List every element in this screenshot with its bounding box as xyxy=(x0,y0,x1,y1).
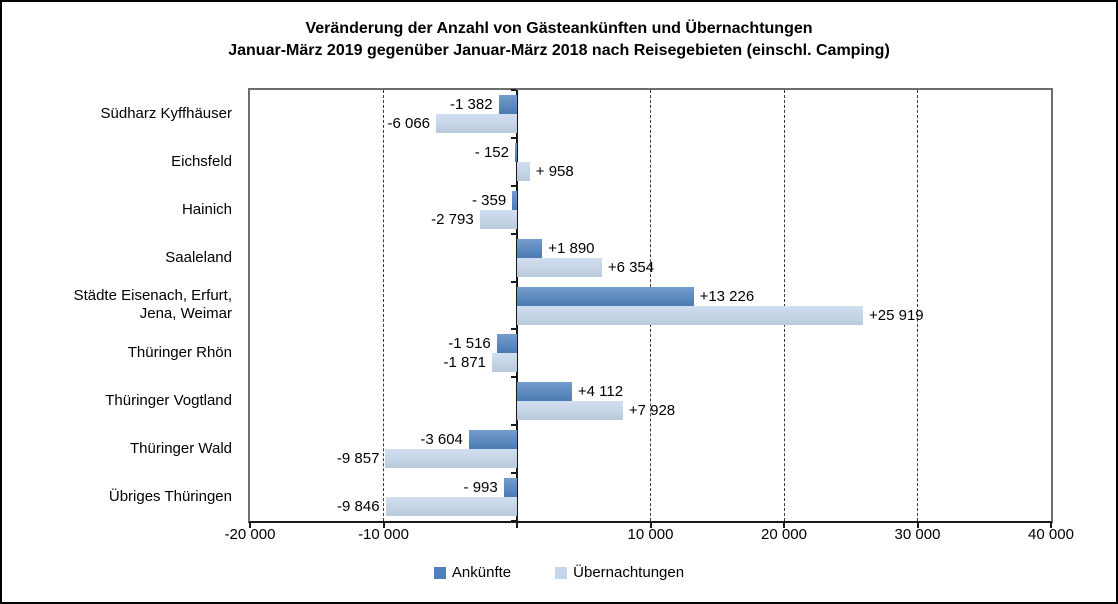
chart-title-line2: Januar-März 2019 gegenüber Januar-März 2… xyxy=(228,42,890,59)
category-tick xyxy=(511,520,516,522)
category-tick xyxy=(511,233,516,235)
bar-value-label: - 152 xyxy=(474,143,509,161)
bar-ankuenfte xyxy=(503,478,517,498)
bar-value-label: -9 846 xyxy=(337,498,380,516)
bar-ankuenfte xyxy=(517,286,694,306)
bar-uebernachtungen xyxy=(492,353,517,373)
bar-uebernachtungen xyxy=(385,449,517,469)
category-label: Thüringer Vogtland xyxy=(105,392,232,410)
legend-label-ankuenfte: Ankünfte xyxy=(451,564,512,581)
bar-uebernachtungen xyxy=(517,305,864,325)
category-label: Saaleland xyxy=(165,248,232,266)
legend: Ankünfte Übernachtungen xyxy=(2,564,1116,581)
x-axis-label: 30 000 xyxy=(894,526,941,543)
x-axis-label: 20 000 xyxy=(761,526,807,543)
chart-title: Veränderung der Anzahl von Gästeankünfte… xyxy=(2,18,1116,62)
category-axis: Südharz Kyffhäuser Eichsfeld Hainich Saalel… xyxy=(2,90,240,521)
x-axis-label: 10 000 xyxy=(627,526,674,543)
x-axis-tick xyxy=(516,523,518,528)
bar-value-label: -2 793 xyxy=(431,210,474,228)
x-axis-label: -10 000 xyxy=(358,526,409,543)
category-tick xyxy=(511,376,516,378)
bar-ankuenfte xyxy=(468,430,517,450)
bar-uebernachtungen xyxy=(517,161,530,181)
bar-value-label: - 359 xyxy=(472,191,507,209)
category-tick xyxy=(511,424,516,426)
bar-value-label: - 993 xyxy=(463,479,498,497)
bar-uebernachtungen xyxy=(436,113,517,133)
legend-label-uebernachtungen: Übernachtungen xyxy=(573,564,685,581)
x-axis-tick xyxy=(1050,523,1052,528)
x-axis-tick xyxy=(783,523,785,528)
bar-value-label: -1 382 xyxy=(450,95,493,113)
bar-ankuenfte xyxy=(498,94,517,114)
bar-ankuenfte xyxy=(517,382,572,402)
gridline xyxy=(383,90,384,521)
bar-value-label: +4 112 xyxy=(577,383,624,401)
bar-value-label: +13 226 xyxy=(699,287,755,305)
category-label: Städte Eisenach, Erfurt, Jena, Weimar xyxy=(73,287,232,323)
bar-ankuenfte xyxy=(496,334,517,354)
bar-value-label: + 958 xyxy=(535,162,574,180)
bar-value-label: -3 604 xyxy=(420,431,463,449)
bar-uebernachtungen xyxy=(517,401,623,421)
x-axis-label: -20 000 xyxy=(224,526,276,543)
x-axis: -20 000 -10 000 10 000 20 000 30 000 40 000 xyxy=(225,526,1074,546)
category-label: Eichsfeld xyxy=(171,152,232,170)
category-label: Thüringer Rhön xyxy=(127,344,232,362)
category-label: Südharz Kyffhäuser xyxy=(100,104,232,122)
bar-uebernachtungen xyxy=(517,257,602,277)
category-tick xyxy=(511,472,516,474)
bar-value-label: -9 857 xyxy=(336,450,380,468)
legend-item-uebernachtungen: Übernachtungen xyxy=(555,564,684,581)
bar-value-label: +1 890 xyxy=(548,239,595,257)
legend-swatch-ankuenfte-icon xyxy=(433,566,446,579)
category-tick xyxy=(511,328,516,330)
gridline xyxy=(917,90,918,521)
category-tick xyxy=(511,89,516,91)
category-label: Thüringer Wald xyxy=(130,440,232,458)
x-axis-tick xyxy=(249,523,251,528)
category-tick xyxy=(511,185,516,187)
bar-value-label: -1 871 xyxy=(443,354,487,372)
bar-ankuenfte xyxy=(512,190,517,210)
x-axis-label: 40 000 xyxy=(1028,526,1074,543)
legend-item-ankuenfte: Ankünfte xyxy=(433,564,512,581)
bar-uebernachtungen xyxy=(385,497,517,517)
x-axis-tick xyxy=(382,523,385,528)
chart-title-line1: Veränderung der Anzahl von Gästeankünfte… xyxy=(305,20,813,37)
bar-ankuenfte xyxy=(514,142,517,162)
bar-value-label: +25 919 xyxy=(869,306,924,324)
bar-value-label: -6 066 xyxy=(387,114,431,132)
bar-ankuenfte xyxy=(517,238,543,258)
bar-value-label: -1 516 xyxy=(448,335,491,353)
category-label: Übriges Thüringen xyxy=(108,488,232,506)
x-axis-tick xyxy=(649,523,652,528)
category-label: Hainich xyxy=(181,200,232,218)
legend-swatch-uebernachtungen-icon xyxy=(555,566,568,579)
category-tick xyxy=(511,137,516,139)
bar-value-label: +7 928 xyxy=(628,402,676,420)
category-tick xyxy=(511,281,516,283)
bar-uebernachtungen xyxy=(479,209,517,229)
x-axis-tick xyxy=(916,523,919,528)
plot-area: -1 382 - 152 - 359 +1 890 +13 226 -1 516 +4 11… xyxy=(248,88,1053,523)
bar-value-label: +6 354 xyxy=(607,258,655,276)
